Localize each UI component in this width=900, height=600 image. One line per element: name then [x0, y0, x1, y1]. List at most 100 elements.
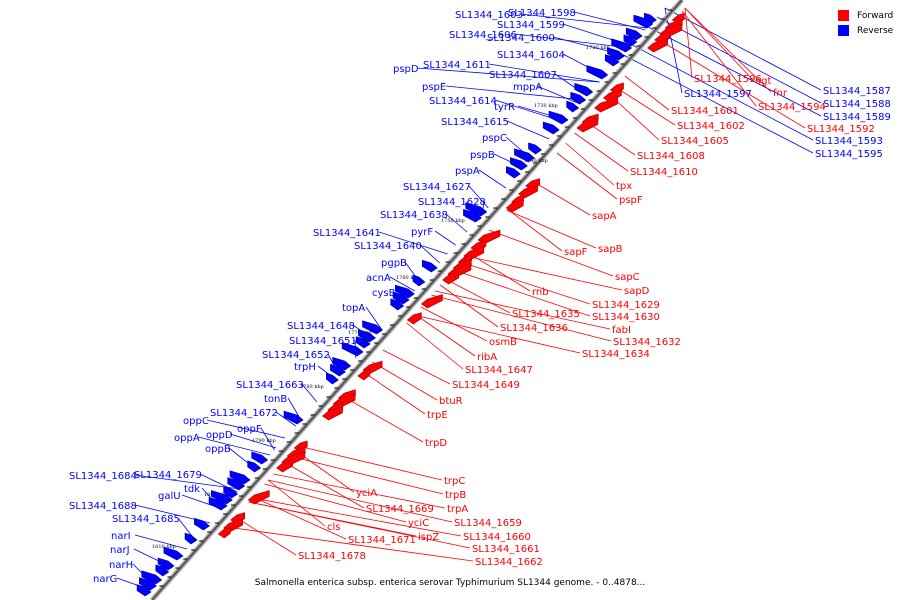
forward-gene-label-sl1344_1632: SL1344_1632 [613, 337, 681, 348]
reverse-gene-label-sl1344_1638: SL1344_1638 [380, 210, 448, 221]
forward-gene-label-trpb: trpB [445, 490, 466, 501]
reverse-gene-arrow [341, 342, 364, 357]
gene-leader-line [289, 455, 444, 495]
reverse-gene-arrow [157, 557, 175, 571]
reverse-gene-arrow [141, 570, 163, 585]
gene-leader-line [681, 10, 757, 107]
forward-gene-arrow [406, 312, 422, 325]
reverse-gene-arrow [395, 284, 415, 299]
forward-gene-label-sl1344_1629: SL1344_1629 [592, 300, 660, 311]
gene-leader-line [445, 85, 584, 101]
legend-forward: Forward [838, 8, 893, 23]
forward-gene-label-sl1344_1605: SL1344_1605 [661, 136, 729, 147]
reverse-gene-label-sl1344_1628: SL1344_1628 [418, 197, 486, 208]
reverse-gene-label-topa: topA [342, 303, 365, 314]
reverse-gene-label-sl1344_1672: SL1344_1672 [210, 408, 278, 419]
reverse-gene-label-sl1344_1611: SL1344_1611 [423, 60, 491, 71]
gene-leader-line [574, 132, 629, 172]
reverse-gene-arrow [194, 517, 210, 531]
forward-gene-label-trpa: trpA [447, 504, 468, 515]
forward-gene-label-trpe: trpE [427, 410, 448, 421]
gene-leader-line [465, 255, 623, 291]
reverse-gene-label-sl1344_1607: SL1344_1607 [489, 70, 557, 81]
reverse-gene-arrow [332, 356, 352, 371]
forward-gene-arrow [442, 271, 459, 285]
forward-gene-label-sl1344_1669: SL1344_1669 [366, 504, 434, 515]
reverse-gene-label-sl1344_1597: SL1344_1597 [684, 89, 752, 100]
forward-gene-arrow [594, 97, 618, 113]
forward-gene-arrow [576, 118, 599, 133]
reverse-gene-label-tdk: tdk [184, 484, 200, 495]
gene-leader-line [235, 516, 297, 556]
reverse-gene-label-sl1344_1640: SL1344_1640 [354, 241, 422, 252]
reverse-gene-arrow [184, 532, 198, 545]
reverse-gene-label-tyrr: tyrR [494, 102, 515, 113]
reverse-gene-arrow [139, 577, 157, 591]
forward-gene-label-sl1344_1660: SL1344_1660 [463, 532, 531, 543]
reverse-gene-label-trph: trpH [294, 362, 316, 373]
forward-gene-label-sl1344_1647: SL1344_1647 [465, 365, 533, 376]
reverse-gene-arrow [623, 34, 638, 47]
reverse-gene-label-sl1344_1589: SL1344_1589 [823, 112, 891, 123]
reverse-gene-arrow [514, 148, 535, 163]
reverse-gene-arrow [211, 490, 233, 505]
gene-leader-line [406, 322, 464, 370]
forward-gene-label-sl1344_1608: SL1344_1608 [637, 151, 705, 162]
forward-gene-label-sapb: sapB [598, 244, 623, 255]
gene-leader-line [431, 294, 612, 342]
reverse-gene-arrow [155, 564, 170, 577]
gene-leader-line [275, 411, 296, 427]
reverse-gene-label-sl1344_1598: SL1344_1598 [508, 8, 576, 19]
forward-gene-label-sl1344_1592: SL1344_1592 [807, 124, 875, 135]
forward-gene-label-sapa: sapA [592, 211, 617, 222]
forward-gene-label-trpd: trpD [425, 438, 447, 449]
gene-leader-line [565, 142, 615, 186]
gene-leader-line [252, 497, 462, 537]
forward-gene-label-sl1344_1634: SL1344_1634 [582, 349, 650, 360]
gene-leader-line [365, 306, 382, 330]
forward-gene-label-sl1344_1601: SL1344_1601 [671, 106, 739, 117]
forward-gene-label-sl1344_1594: SL1344_1594 [758, 102, 826, 113]
gene-leader-line [134, 474, 241, 490]
forward-gene-label-sl1344_1610: SL1344_1610 [630, 167, 698, 178]
reverse-gene-label-acna: acnA [366, 273, 391, 284]
gene-leader-line [488, 229, 614, 277]
scale-tick-label: 1790 kbp [252, 438, 276, 444]
reverse-gene-label-sl1344_1641: SL1344_1641 [313, 228, 381, 239]
forward-gene-label-sapc: sapC [615, 272, 640, 283]
forward-gene-label-rnb: rnb [532, 287, 549, 298]
forward-gene-label-sapd: sapD [624, 286, 650, 297]
forward-gene-label-tpx: tpx [616, 181, 632, 192]
legend-reverse: Reverse [838, 23, 893, 38]
reverse-gene-arrow [586, 65, 609, 80]
reverse-gene-arrow [607, 47, 626, 61]
reverse-gene-arrow [358, 329, 376, 343]
forward-gene-label-sl1344_1659: SL1344_1659 [454, 518, 522, 529]
reverse-gene-label-oppc: oppC [183, 416, 209, 427]
gene-leader-line [478, 169, 507, 189]
gene-leader-line [664, 7, 683, 94]
reverse-gene-label-oppb: oppB [205, 444, 231, 455]
gene-leader-line [520, 13, 648, 29]
forward-gene-label-cls: cls [327, 522, 341, 533]
scale-tick-label: 1740 kbp [524, 158, 548, 164]
reverse-gene-arrow [574, 82, 594, 97]
gene-leader-line [434, 290, 611, 330]
forward-gene-arrow [247, 490, 270, 505]
gene-leader-line [506, 209, 597, 249]
gene-leader-line [419, 244, 440, 264]
gene-leader-line [460, 261, 591, 305]
forward-swatch [838, 10, 849, 21]
gene-leader-line [506, 120, 550, 140]
forward-gene-label-sl1344_1678: SL1344_1678 [298, 551, 366, 562]
reverse-gene-arrow [247, 460, 262, 473]
gene-leader-line [197, 436, 271, 456]
gene-leader-line [248, 501, 471, 549]
forward-gene-label-sl1344_1635: SL1344_1635 [512, 309, 580, 320]
gene-leader-line [556, 152, 618, 200]
reverse-gene-arrow [229, 470, 251, 485]
genome-backbone [150, 0, 684, 600]
forward-gene-label-fnr: fnr [773, 88, 788, 99]
reverse-gene-label-sl1344_1600: SL1344_1600 [487, 33, 555, 44]
reverse-gene-label-sl1344_1599: SL1344_1599 [497, 20, 565, 31]
